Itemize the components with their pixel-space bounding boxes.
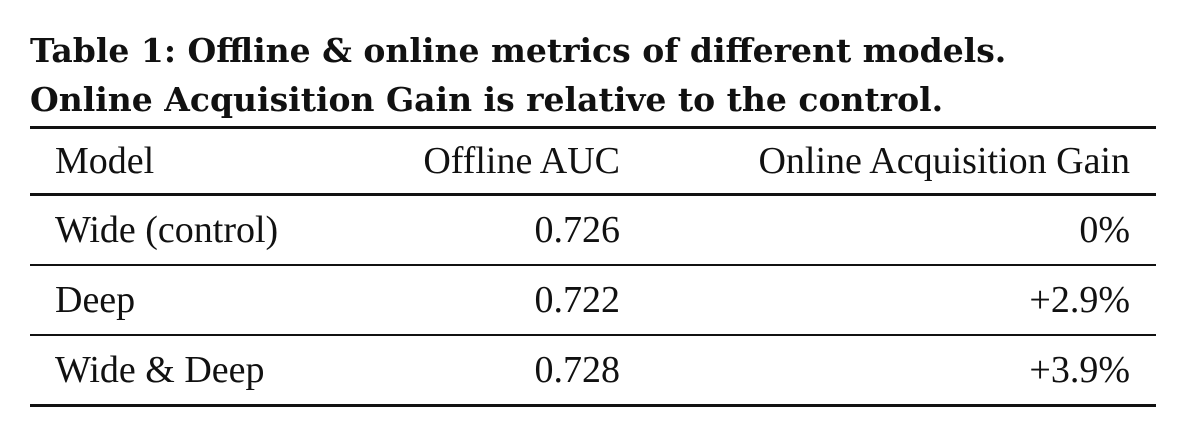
- cell-model: Deep: [55, 279, 136, 321]
- top-rule: [30, 126, 1156, 129]
- cell-offline-auc: 0.726: [534, 209, 621, 251]
- table-caption: Table 1: Offline & online metrics of dif…: [30, 26, 1170, 124]
- header-offline-auc: Offline AUC: [423, 140, 620, 182]
- metrics-table: Model Offline AUC Online Acquisition Gai…: [30, 126, 1156, 407]
- header-model: Model: [55, 140, 155, 182]
- cell-model: Wide & Deep: [55, 349, 265, 391]
- cell-online-gain: +2.9%: [1029, 279, 1130, 321]
- cell-online-gain: +3.9%: [1029, 349, 1130, 391]
- header-online-gain: Online Acquisition Gain: [758, 140, 1130, 182]
- table-header-row: Model Offline AUC Online Acquisition Gai…: [30, 129, 1156, 193]
- row-rule: [30, 334, 1156, 336]
- cell-offline-auc: 0.722: [534, 279, 621, 321]
- table-row: Wide (control) 0.726 0%: [30, 196, 1156, 264]
- header-rule: [30, 193, 1156, 196]
- row-rule: [30, 264, 1156, 266]
- cell-offline-auc: 0.728: [534, 349, 621, 391]
- caption-line-2: Online Acquisition Gain is relative to t…: [30, 80, 944, 119]
- bottom-rule: [30, 404, 1156, 407]
- cell-model: Wide (control): [55, 209, 279, 251]
- caption-line-1: Table 1: Offline & online metrics of dif…: [30, 31, 1007, 70]
- table-row: Wide & Deep 0.728 +3.9%: [30, 336, 1156, 404]
- cell-online-gain: 0%: [1079, 209, 1130, 251]
- table-row: Deep 0.722 +2.9%: [30, 266, 1156, 334]
